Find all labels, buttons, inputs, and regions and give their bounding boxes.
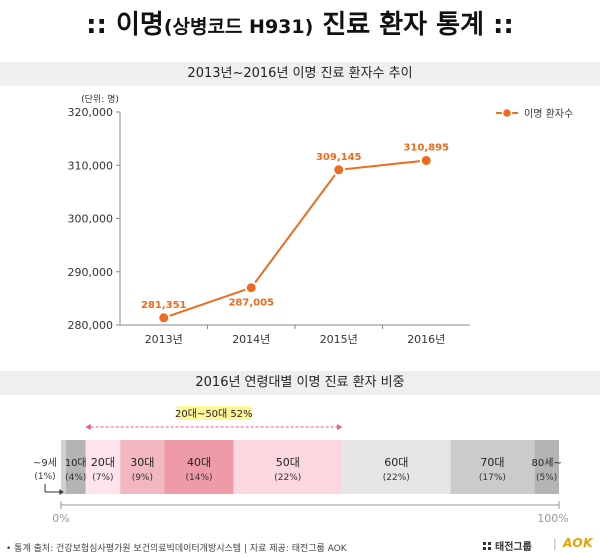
data-label: 287,005 xyxy=(228,298,274,309)
segment-label: ~9세 xyxy=(33,457,57,469)
y-tick-label: 300,000 xyxy=(68,213,114,226)
logo-aok: AOK xyxy=(563,536,593,550)
bar-segment xyxy=(85,440,121,494)
title-sub: (상병코드 H931) xyxy=(163,16,314,38)
line-chart-series: 281,351 287,005 309,145 310,895 xyxy=(141,142,449,325)
segment-pct: (5%) xyxy=(536,473,557,483)
data-label: 281,351 xyxy=(141,300,187,311)
segment-pct: (4%) xyxy=(65,473,86,483)
segment-pct: (22%) xyxy=(274,473,301,483)
bar-segment xyxy=(233,440,343,494)
data-label: 309,145 xyxy=(316,152,362,163)
annotation-arrow xyxy=(85,424,91,430)
segment-label: 60대 xyxy=(384,456,408,469)
x-tick-label: 2013년 xyxy=(145,333,183,346)
data-point xyxy=(244,281,258,295)
bar-segment xyxy=(342,440,451,494)
bar-segment xyxy=(120,440,165,494)
segment-pct: (1%) xyxy=(34,472,55,482)
footer xyxy=(0,534,600,558)
data-point xyxy=(419,153,433,167)
y-tick-label: 310,000 xyxy=(68,159,114,172)
segment-label: 50대 xyxy=(276,456,300,469)
y-tick-label: 290,000 xyxy=(68,266,114,279)
x-tick-label: 2016년 xyxy=(407,333,445,346)
page-title: :: 이명(상병코드 H931) 진료 환자 통계 :: xyxy=(0,4,600,41)
title-end: 진료 환자 통계 :: xyxy=(322,10,514,40)
x-tick-label: 2014년 xyxy=(232,333,270,346)
annotation-highlight xyxy=(176,406,251,420)
segment-pct: (14%) xyxy=(186,473,213,483)
segment-label: 10대 xyxy=(65,457,87,469)
bar-segments: ~9세 (1%) 10대 (4%) 20대 (7%) 30대 (9%) 40대 (14%) 50대 (… xyxy=(33,440,562,495)
legend-label: 이명 환자수 xyxy=(524,108,573,120)
bar-segment xyxy=(534,440,559,494)
footer-source: • 통계 출처: 건강보험심사평가원 보건의료빅데이터개방시스템 | 자료 제공… xyxy=(6,544,347,554)
y-tick-label: 320,000 xyxy=(68,106,114,119)
bar-segment xyxy=(164,440,234,494)
taejeon-logo-icon xyxy=(483,542,491,550)
segment-pct: (17%) xyxy=(479,473,506,483)
logo-taejeon: 태전그룹 xyxy=(482,538,532,553)
series-line xyxy=(163,159,427,319)
segment-pct: (22%) xyxy=(383,473,410,483)
section2-bar xyxy=(0,371,600,395)
line-chart: (단위: 명) 280,000 290,000 300,000 310,000 320,… xyxy=(68,94,574,346)
stacked-bar-chart: 20대~50대 52% ~9세 (1%) 10대 (4%) 20대 (7%) 30대 (9%)… xyxy=(33,406,569,525)
segment-pct: (9%) xyxy=(132,473,153,483)
segment-label: 80세~ xyxy=(532,457,562,469)
section1-label: 2013년~2016년 이명 진료 환자수 추이 xyxy=(187,66,413,81)
data-point xyxy=(332,163,346,177)
bar-axis-start-label: 0% xyxy=(52,512,69,525)
bar-segment xyxy=(65,440,86,494)
annotation-arrow xyxy=(337,424,343,430)
data-label: 310,895 xyxy=(403,142,449,153)
bar-axis-end-label: 100% xyxy=(537,512,568,525)
segment-label: 20대 xyxy=(91,456,115,469)
segment-label: 70대 xyxy=(480,456,504,469)
bar-segment xyxy=(450,440,535,494)
section2-label: 2016년 연령대별 이명 진료 환자 비중 xyxy=(195,375,405,390)
unit-label: (단위: 명) xyxy=(81,94,119,105)
segment-label: 40대 xyxy=(187,456,211,469)
data-point xyxy=(157,311,171,325)
line-chart-y-ticks: 280,000 290,000 300,000 310,000 320,000 xyxy=(68,106,120,332)
bar-axis: 0% 100% xyxy=(52,501,569,525)
line-chart-legend: 이명 환자수 xyxy=(496,107,573,120)
logo1-text: 태전그룹 xyxy=(495,542,532,553)
segment-pointer-arrow xyxy=(59,489,64,495)
segment-label: 30대 xyxy=(130,456,154,469)
segment-pct: (7%) xyxy=(92,473,113,483)
bar-segment xyxy=(61,440,66,494)
bar-annotation: 20대~50대 52% xyxy=(85,406,343,430)
title-main: :: 이명 xyxy=(86,10,164,40)
section1-bar xyxy=(0,62,600,86)
logo-separator: | xyxy=(553,537,557,550)
annotation-text: 20대~50대 52% xyxy=(175,408,253,420)
y-tick-label: 280,000 xyxy=(68,319,114,332)
line-chart-x-labels: 2013년 2014년 2015년 2016년 xyxy=(145,333,446,346)
x-tick-label: 2015년 xyxy=(320,333,358,346)
legend-marker xyxy=(501,107,513,119)
